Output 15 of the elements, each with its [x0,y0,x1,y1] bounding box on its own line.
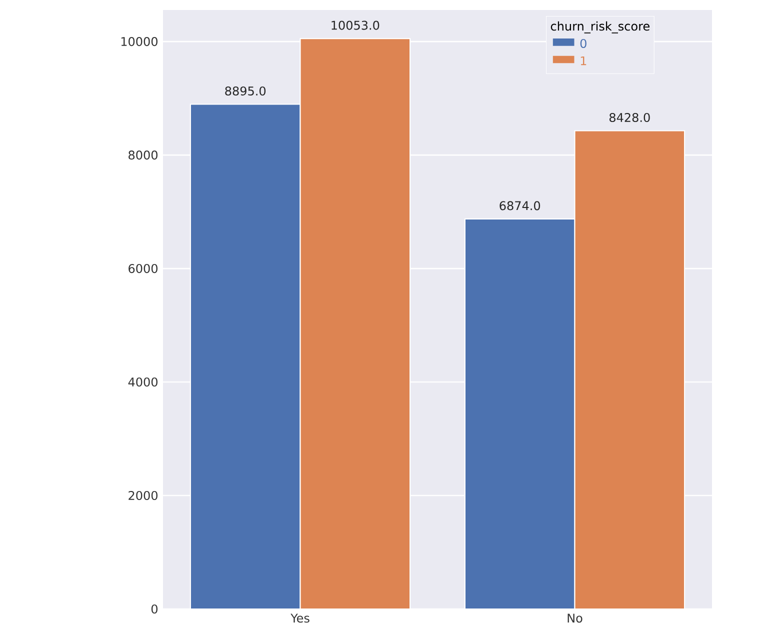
y-tick-label: 4000 [128,377,158,387]
text: 1 [580,56,586,66]
y-tick-label: 0 [151,604,158,614]
data-label: 10053.0 [332,20,380,30]
x-tick-label: Yes [290,614,310,623]
data-label: 8895.0 [225,86,266,96]
data-label: 6874.0 [500,201,540,210]
y-tick-label: 2000 [128,490,158,500]
y-tick-label: 8000 [128,150,158,160]
data-label: 8428.0 [609,112,650,122]
legend-title: churn_risk_score [550,21,650,34]
y-tick-label: 6000 [128,264,158,274]
x-tick-label: No [568,614,582,623]
y-tick-label: 10000 [121,37,158,46]
legend-label: 0 [580,38,586,48]
